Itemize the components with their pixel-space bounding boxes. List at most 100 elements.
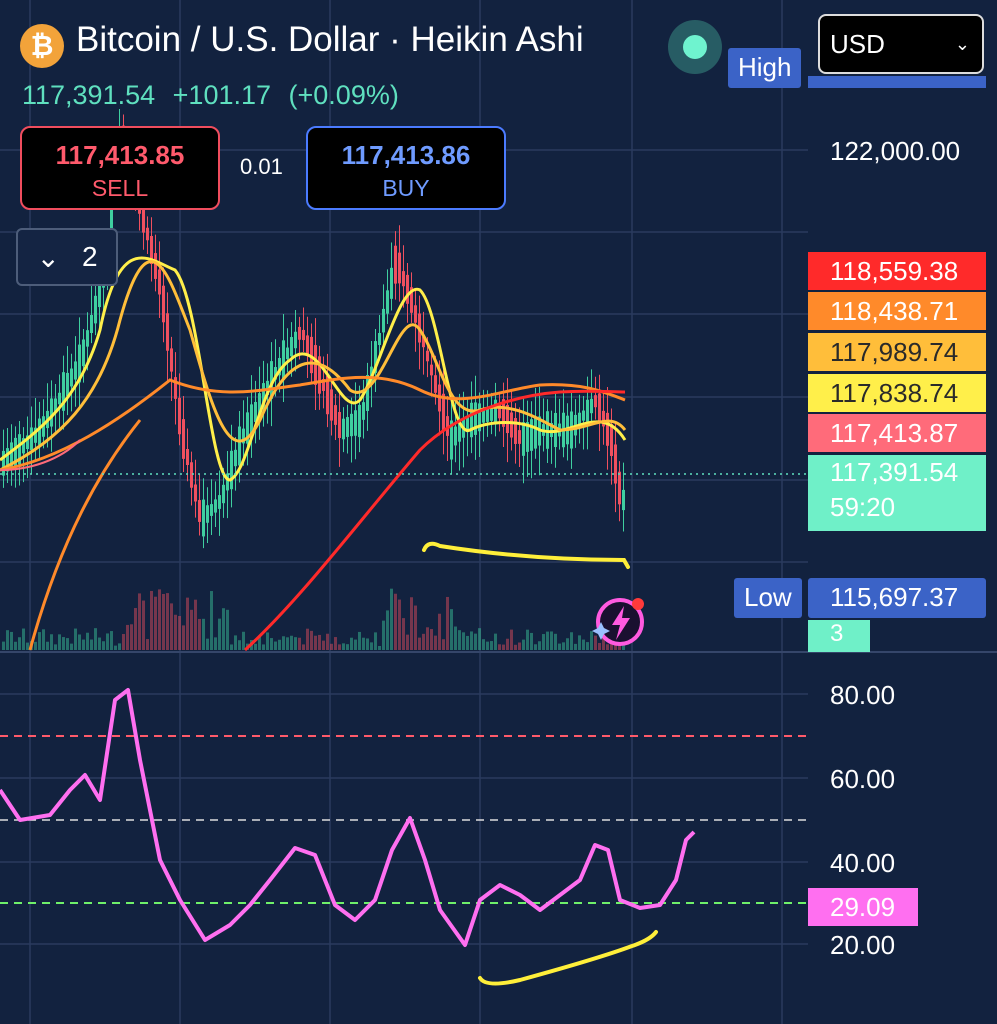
candle [386, 290, 389, 314]
candle [434, 375, 437, 393]
candle [190, 462, 193, 488]
volume-bar [78, 634, 81, 650]
ma-line [0, 260, 627, 472]
volume-bar [134, 608, 137, 650]
candle [82, 339, 85, 367]
candle [526, 422, 529, 452]
volume-bar [122, 634, 125, 650]
volume-bar [566, 638, 569, 650]
candle [198, 500, 201, 522]
volume-bar [210, 591, 213, 650]
candle [450, 420, 453, 460]
candle [366, 375, 369, 411]
volume-bar [158, 589, 161, 650]
buy-button[interactable]: 117,413.86 BUY [306, 126, 506, 210]
volume-bar [386, 610, 389, 650]
candle [498, 403, 501, 419]
rsi-tick: 40.00 [830, 848, 896, 878]
volume-bar [362, 637, 365, 650]
last-price: 117,391.54 [22, 80, 156, 110]
volume-bar [266, 632, 269, 650]
rsi-tick: 20.00 [830, 930, 896, 960]
volume-bar [494, 633, 497, 650]
candle [446, 416, 449, 436]
current-price-tag: 117,391.54 59:20 [808, 455, 986, 531]
candle [230, 450, 233, 490]
lightning-icon[interactable] [590, 596, 648, 650]
volume-bar [170, 603, 173, 650]
buy-label: BUY [382, 175, 430, 201]
candle [478, 403, 481, 432]
volume-bar [222, 608, 225, 650]
volume-bar [538, 641, 541, 650]
indicators-toggle-button[interactable]: ⌄ 2 [16, 228, 118, 286]
low-button[interactable]: Low [734, 578, 802, 618]
volume-bar [18, 637, 21, 650]
volume-bar [402, 618, 405, 650]
volume-bar [226, 609, 229, 650]
candle [14, 437, 17, 468]
volume-bar [274, 641, 277, 650]
candle [514, 418, 517, 444]
candle [290, 337, 293, 357]
currency-select[interactable]: USD ⌄ [818, 14, 984, 74]
volume-bar [522, 639, 525, 650]
candle [378, 332, 381, 346]
candle [218, 495, 221, 509]
candle [86, 330, 89, 347]
candle [318, 356, 321, 394]
volume-bar [590, 631, 593, 650]
candle [262, 383, 265, 409]
volume-bar [430, 629, 433, 650]
volume-bar [382, 620, 385, 650]
volume-bar [306, 628, 309, 650]
volume-bar [94, 628, 97, 650]
candle [162, 285, 165, 323]
candle [338, 412, 341, 438]
volume-bar [74, 628, 77, 650]
candle [2, 450, 5, 476]
volume-bar [398, 599, 401, 650]
candle [282, 340, 285, 380]
rsi-annotation-stroke [478, 930, 658, 986]
candle [614, 444, 617, 484]
candle [550, 422, 553, 438]
ma-value-tag: 118,438.71 [808, 292, 986, 330]
candle [398, 252, 401, 284]
volume-bar [206, 638, 209, 650]
candle [422, 336, 425, 348]
sell-price: 117,413.85 [55, 140, 185, 170]
candle [506, 404, 509, 434]
volume-bar [106, 633, 109, 650]
candle [278, 358, 281, 376]
symbol-title[interactable]: Bitcoin / U.S. Dollar · Heikin Ashi [76, 20, 584, 59]
candle [326, 375, 329, 415]
candle [394, 245, 397, 284]
volume-bar [326, 633, 329, 650]
volume-bar [342, 643, 345, 650]
high-button[interactable]: High [728, 48, 802, 88]
volume-bar [426, 627, 429, 650]
candle [222, 484, 225, 504]
volume-bar [602, 631, 605, 650]
volume-bar [218, 618, 221, 650]
sell-button[interactable]: 117,413.85 SELL [20, 126, 220, 210]
volume-bar [370, 642, 373, 650]
volume-bar [22, 628, 25, 650]
candle [294, 331, 297, 349]
volume-bar [458, 630, 461, 650]
volume-bar [62, 637, 65, 650]
candle [406, 274, 409, 304]
candle [442, 393, 445, 431]
candle [590, 398, 593, 414]
volume-bar [214, 637, 217, 650]
volume-bar [154, 596, 157, 650]
volume-bar [578, 635, 581, 650]
candle [206, 505, 209, 523]
candle [314, 345, 317, 385]
candle [274, 367, 277, 380]
candle [582, 410, 585, 421]
volume-bar [598, 642, 601, 650]
volume-bar [350, 637, 353, 650]
